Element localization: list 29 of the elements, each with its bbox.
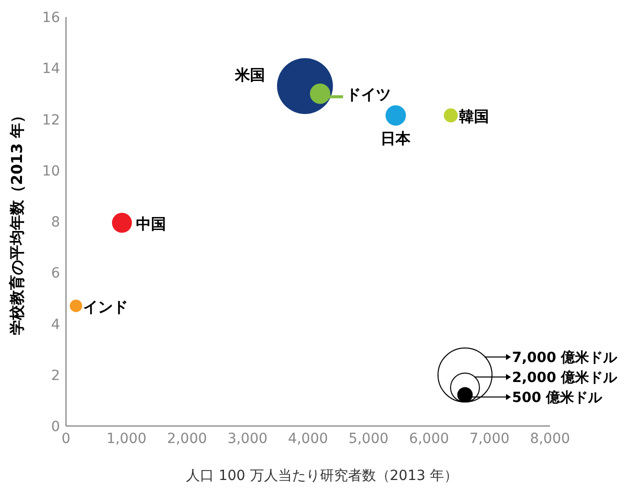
legend-label: 2,000 億米ドル xyxy=(512,369,618,386)
series-label: インド xyxy=(82,298,128,316)
y-tick-label: 4 xyxy=(51,316,60,333)
series-label: 米国 xyxy=(234,66,265,84)
x-tick-label: 4,000 xyxy=(288,431,328,447)
x-tick-label: 7,000 xyxy=(469,431,510,447)
x-tick-label: 5,000 xyxy=(348,431,389,447)
legend-label: 500 億米ドル xyxy=(512,389,604,406)
y-tick-label: 6 xyxy=(51,266,60,282)
x-tick-label: 6,000 xyxy=(408,431,450,447)
x-tick-label: 0 xyxy=(62,431,70,447)
x-tick-label: 1,000 xyxy=(106,431,147,447)
legend-label: ドイツ xyxy=(346,86,392,104)
y-axis-title: 学校教育の平均年数（2013 年） xyxy=(8,108,26,335)
y-tick-label: 10 xyxy=(42,163,60,180)
x-tick-label: 8,000 xyxy=(530,431,570,447)
series-label: 中国 xyxy=(136,214,166,233)
x-axis-title: 人口 100 万人当たり研究者数（2013 年） xyxy=(186,468,458,484)
y-tick-label: 14 xyxy=(42,61,60,78)
series-label: 日本 xyxy=(380,129,412,148)
y-tick-label: 16 xyxy=(42,10,60,26)
legend-label: 7,000 億米ドル xyxy=(512,349,618,366)
x-tick-label: 3,000 xyxy=(227,431,268,447)
y-tick-label: 2 xyxy=(51,368,60,384)
y-tick-label: 0 xyxy=(51,419,60,435)
x-tick-label: 2,000 xyxy=(166,431,208,447)
y-tick-label: 8 xyxy=(51,214,60,230)
y-tick-label: 12 xyxy=(42,112,60,128)
series-label: 韓国 xyxy=(458,107,489,126)
